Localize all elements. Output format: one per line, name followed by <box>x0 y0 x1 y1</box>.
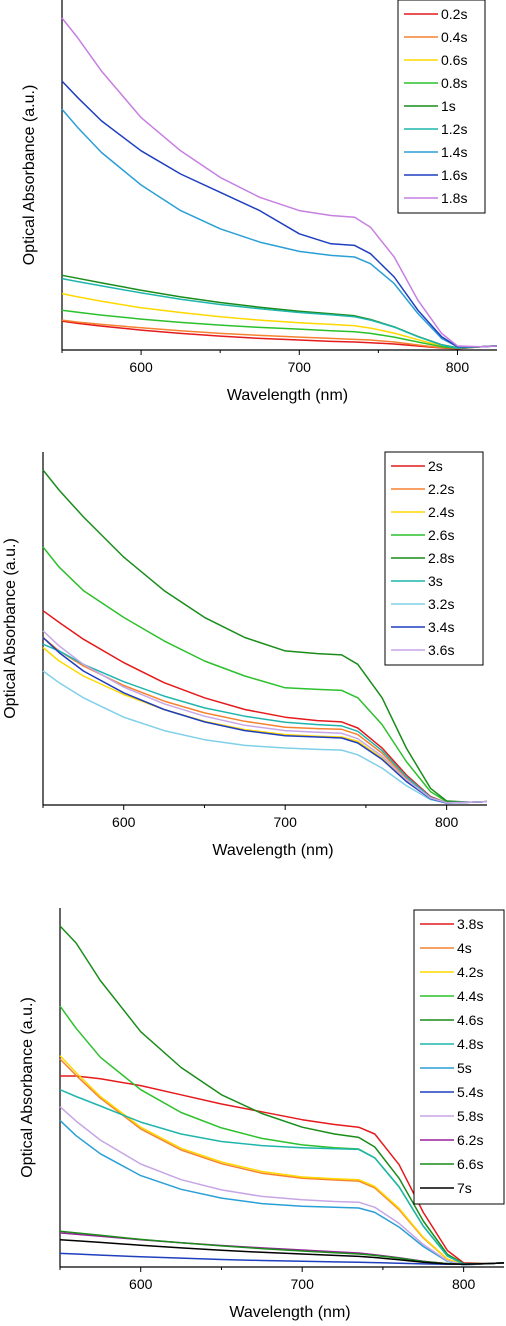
legend-entry-4.6s: 4.6s <box>457 1012 483 1028</box>
x-tick-label: 600 <box>112 814 136 830</box>
x-tick-label: 700 <box>291 1276 315 1292</box>
x-tick-label: 800 <box>452 1276 476 1292</box>
legend-entry-2.8s: 2.8s <box>428 550 454 566</box>
series-line-4.6s <box>59 925 505 1265</box>
legend-entry-4.2s: 4.2s <box>457 964 483 980</box>
chart-panel-2: 600 700 800 Wavelength (nm) Optical Absorban… <box>2 451 488 859</box>
series-line-0.8s <box>61 309 498 350</box>
legend-entry-1.4s: 1.4s <box>441 144 467 160</box>
series-line-3.2s <box>42 670 488 804</box>
legend-entry-6.6s: 6.6s <box>457 1156 483 1172</box>
legend-entry-6.2s: 6.2s <box>457 1132 483 1148</box>
legend-entry-3.4s: 3.4s <box>428 619 454 635</box>
legend-entry-2.4s: 2.4s <box>428 504 454 520</box>
y-axis-label: Optical Absorbance (a.u.) <box>21 85 38 266</box>
legend-entry-0.4s: 0.4s <box>441 29 467 45</box>
y-axis-label: Optical Absorbance (a.u.) <box>2 538 19 719</box>
series-line-3.8s <box>60 1075 505 1265</box>
legend-entry-5.8s: 5.8s <box>457 1108 483 1124</box>
series-line-1.4s <box>61 108 498 348</box>
legend-entry-3.6s: 3.6s <box>428 642 454 658</box>
legend-box <box>413 909 505 1205</box>
series-line-4.8s <box>59 1089 505 1265</box>
legend-entry-1.2s: 1.2s <box>441 121 467 137</box>
legend-entry-2.6s: 2.6s <box>428 527 454 543</box>
x-tick-label: 800 <box>446 359 470 375</box>
series-line-5.8s <box>59 1106 505 1266</box>
series-line-1.2s <box>61 277 498 349</box>
x-tick-label: 700 <box>274 814 298 830</box>
x-tick-label: 600 <box>129 1276 153 1292</box>
legend-entry-0.8s: 0.8s <box>441 75 467 91</box>
chart-panel-1: 600 700 800 Wavelength (nm) Optical Absorban… <box>21 0 498 404</box>
legend-entry-3.8s: 3.8s <box>457 916 483 932</box>
legend-entry-3.2s: 3.2s <box>428 596 454 612</box>
y-axis-label: Optical Absorbance (a.u.) <box>19 997 36 1178</box>
series-line-1.6s <box>61 80 498 348</box>
x-axis-label: Wavelength (nm) <box>227 387 348 404</box>
x-axis-label: Wavelength (nm) <box>212 842 333 859</box>
chart-panel-3: 600 700 800 Wavelength (nm) Optical Absorban… <box>19 908 505 1321</box>
series-line-6.6s <box>59 1230 505 1266</box>
legend-entry-4.4s: 4.4s <box>457 988 483 1004</box>
series-line-1.8s <box>61 17 498 348</box>
legend-entry-0.6s: 0.6s <box>441 52 467 68</box>
series-line-3.6s <box>42 630 488 804</box>
x-tick-label: 700 <box>288 359 312 375</box>
legend-entry-1.8s: 1.8s <box>441 190 467 206</box>
series-line-7s <box>59 1238 505 1266</box>
x-tick-label: 800 <box>435 814 459 830</box>
legend-entry-3s: 3s <box>428 573 443 589</box>
series-line-2.8s <box>42 469 488 804</box>
legend-entry-7s: 7s <box>457 1180 472 1196</box>
legend-entry-5.4s: 5.4s <box>457 1084 483 1100</box>
legend-entry-0.2s: 0.2s <box>441 6 467 22</box>
legend-entry-1.6s: 1.6s <box>441 167 467 183</box>
legend-entry-4.8s: 4.8s <box>457 1036 483 1052</box>
legend-entry-4s: 4s <box>457 940 472 956</box>
x-axis-label: Wavelength (nm) <box>229 1304 350 1321</box>
x-tick-label: 600 <box>129 359 153 375</box>
series-line-2.6s <box>42 546 488 804</box>
legend-entry-2.2s: 2.2s <box>428 481 454 497</box>
legend-entry-2s: 2s <box>428 458 443 474</box>
legend-entry-1s: 1s <box>441 98 456 114</box>
legend-entry-5s: 5s <box>457 1060 472 1076</box>
